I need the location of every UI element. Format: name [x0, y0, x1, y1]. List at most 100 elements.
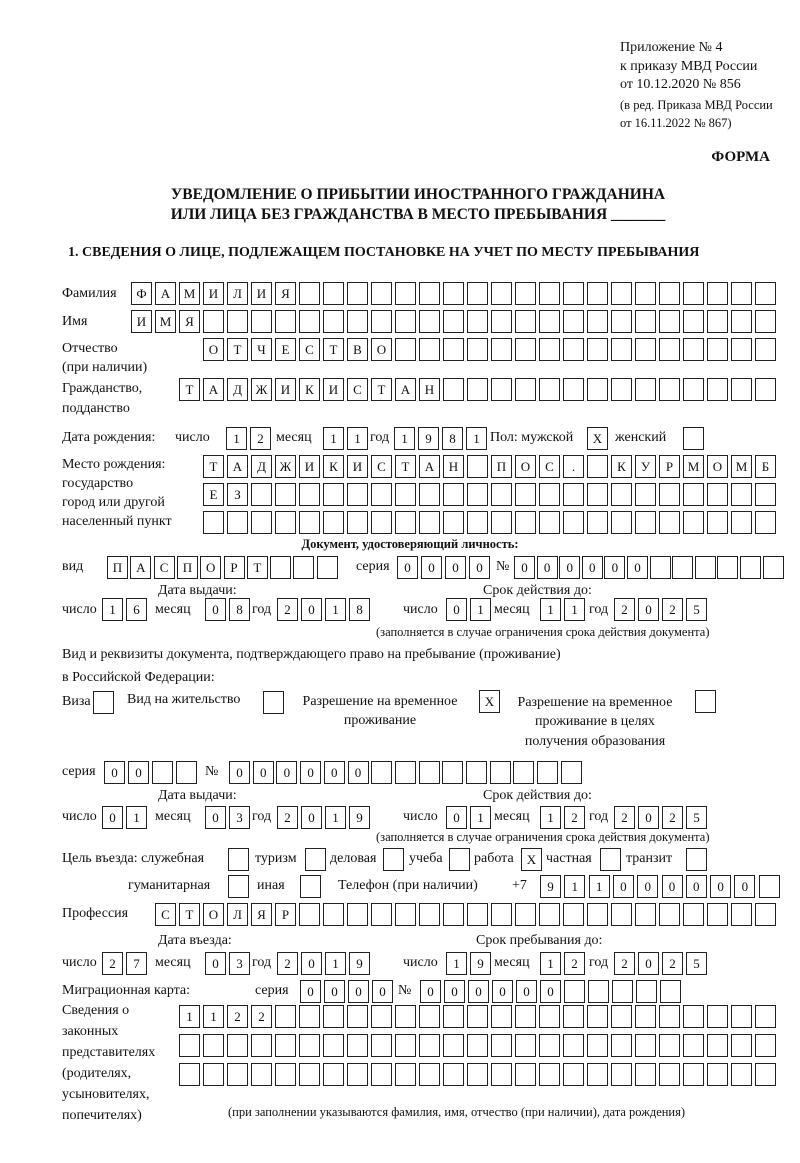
char-cell[interactable] — [491, 1034, 512, 1057]
char-cell[interactable]: 0 — [581, 556, 603, 579]
char-cell[interactable] — [740, 556, 761, 579]
char-cell[interactable]: 0 — [604, 556, 626, 579]
char-cell[interactable]: А — [130, 556, 152, 579]
char-cell[interactable]: П — [176, 556, 198, 579]
char-cell[interactable] — [587, 282, 608, 305]
char-cell[interactable] — [323, 282, 344, 305]
char-cell[interactable]: Ж — [251, 378, 272, 401]
char-cell[interactable] — [588, 980, 609, 1003]
char-cell[interactable] — [587, 378, 608, 401]
char-cell[interactable] — [563, 282, 584, 305]
char-cell[interactable]: Р — [275, 903, 296, 926]
char-cell[interactable] — [563, 1005, 584, 1028]
char-cell[interactable] — [443, 903, 464, 926]
char-cell[interactable] — [755, 483, 776, 506]
char-cell[interactable]: 0 — [516, 980, 537, 1003]
char-cell[interactable]: У — [635, 455, 656, 478]
char-cell[interactable]: О — [203, 338, 224, 361]
char-cell[interactable]: 0 — [128, 761, 149, 784]
char-cell[interactable]: Л — [227, 903, 248, 926]
char-cell[interactable] — [443, 483, 464, 506]
char-cell[interactable] — [635, 511, 656, 534]
char-cell[interactable]: 0 — [446, 806, 467, 829]
char-cell[interactable]: Б — [755, 455, 776, 478]
char-cell[interactable] — [467, 1063, 488, 1086]
char-cell[interactable]: Л — [227, 282, 248, 305]
char-cell[interactable] — [515, 1005, 536, 1028]
char-cell[interactable] — [395, 1005, 416, 1028]
char-cell[interactable]: О — [203, 903, 224, 926]
char-cell[interactable] — [323, 310, 344, 333]
char-cell[interactable] — [587, 310, 608, 333]
char-cell[interactable] — [263, 691, 284, 714]
char-cell[interactable]: . — [563, 455, 584, 478]
char-cell[interactable] — [539, 903, 560, 926]
char-cell[interactable]: Т — [371, 378, 392, 401]
char-cell[interactable]: 1 — [564, 598, 585, 621]
char-cell[interactable] — [275, 483, 296, 506]
char-cell[interactable] — [611, 483, 632, 506]
char-cell[interactable]: Е — [275, 338, 296, 361]
char-cell[interactable] — [395, 511, 416, 534]
char-cell[interactable] — [563, 511, 584, 534]
char-cell[interactable]: 0 — [612, 875, 634, 898]
char-cell[interactable]: 0 — [324, 980, 345, 1003]
char-cell[interactable]: С — [539, 455, 560, 478]
char-cell[interactable]: 9 — [349, 952, 370, 975]
purpose-work-checkbox[interactable]: X — [521, 848, 543, 871]
char-cell[interactable]: 2 — [102, 952, 123, 975]
char-cell[interactable] — [419, 282, 440, 305]
char-cell[interactable]: 0 — [301, 952, 322, 975]
char-cell[interactable] — [227, 511, 248, 534]
char-cell[interactable]: 1 — [470, 806, 491, 829]
char-cell[interactable]: Н — [419, 378, 440, 401]
char-cell[interactable] — [563, 378, 584, 401]
char-cell[interactable] — [755, 1005, 776, 1028]
char-cell[interactable]: 0 — [492, 980, 513, 1003]
char-cell[interactable]: А — [227, 455, 248, 478]
char-cell[interactable] — [755, 338, 776, 361]
char-cell[interactable] — [371, 511, 392, 534]
char-cell[interactable] — [443, 1005, 464, 1028]
char-cell[interactable] — [395, 282, 416, 305]
char-cell[interactable] — [539, 282, 560, 305]
char-cell[interactable]: 2 — [662, 598, 683, 621]
char-cell[interactable]: 0 — [734, 875, 756, 898]
char-cell[interactable] — [491, 310, 512, 333]
purpose-tourism-checkbox[interactable] — [305, 848, 327, 871]
char-cell[interactable] — [659, 1034, 680, 1057]
char-cell[interactable]: 0 — [205, 598, 226, 621]
temp-residence-checkbox[interactable]: X — [479, 690, 501, 713]
char-cell[interactable] — [683, 1063, 704, 1086]
char-cell[interactable] — [394, 761, 416, 784]
char-cell[interactable] — [694, 556, 716, 579]
char-cell[interactable] — [299, 511, 320, 534]
char-cell[interactable] — [707, 310, 728, 333]
char-cell[interactable] — [347, 1063, 368, 1086]
char-cell[interactable]: 2 — [614, 952, 635, 975]
char-cell[interactable]: Т — [179, 903, 200, 926]
char-cell[interactable] — [467, 483, 488, 506]
char-cell[interactable] — [731, 310, 752, 333]
char-cell[interactable]: Т — [179, 378, 200, 401]
char-cell[interactable]: 9 — [540, 875, 561, 898]
purpose-other-checkbox[interactable] — [300, 875, 322, 898]
char-cell[interactable] — [419, 310, 440, 333]
char-cell[interactable] — [537, 761, 559, 784]
char-cell[interactable] — [683, 483, 704, 506]
char-cell[interactable] — [611, 310, 632, 333]
char-cell[interactable] — [539, 310, 560, 333]
char-cell[interactable] — [93, 691, 114, 714]
char-cell[interactable] — [467, 455, 488, 478]
char-cell[interactable] — [371, 1063, 392, 1086]
char-cell[interactable]: 1 — [540, 598, 561, 621]
char-cell[interactable] — [443, 282, 464, 305]
char-cell[interactable] — [299, 1005, 320, 1028]
char-cell[interactable]: А — [203, 378, 224, 401]
char-cell[interactable]: 7 — [126, 952, 147, 975]
